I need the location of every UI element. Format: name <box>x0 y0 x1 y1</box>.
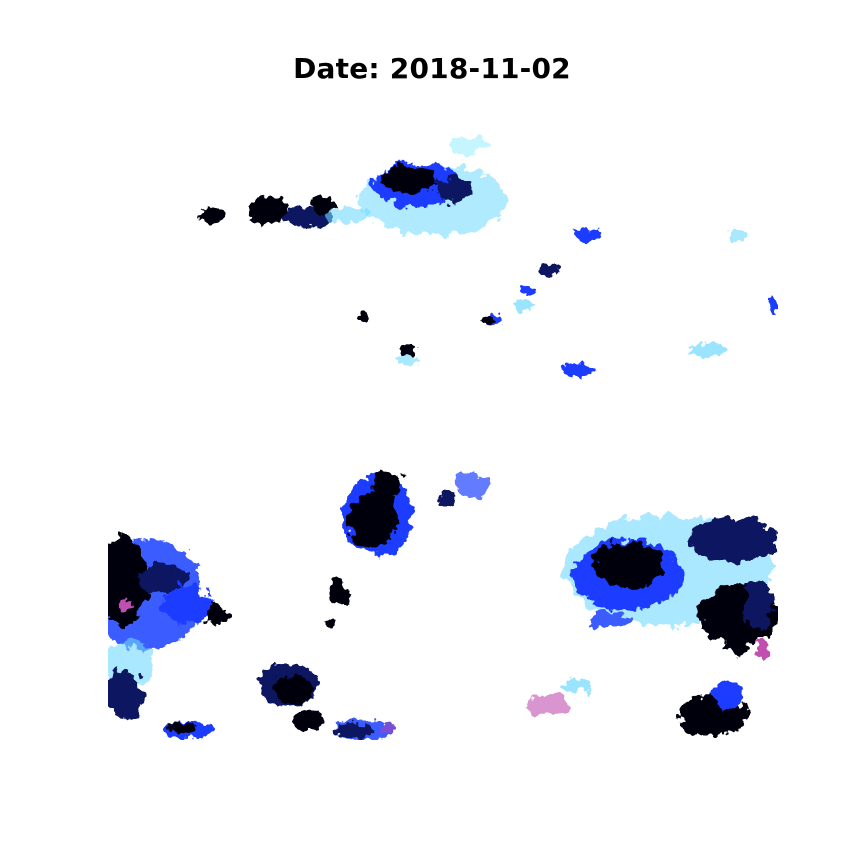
right-dark-cluster <box>526 515 778 735</box>
upper-scattered-specks <box>357 229 777 378</box>
top-left-patches <box>199 196 370 227</box>
left-dark-cluster <box>108 535 230 720</box>
satellite-image <box>108 125 778 740</box>
bottom-left-patches <box>163 663 396 740</box>
center-dark-patch <box>322 471 491 631</box>
top-center-patch <box>358 137 508 235</box>
image-title: Date: 2018-11-02 <box>293 52 571 85</box>
